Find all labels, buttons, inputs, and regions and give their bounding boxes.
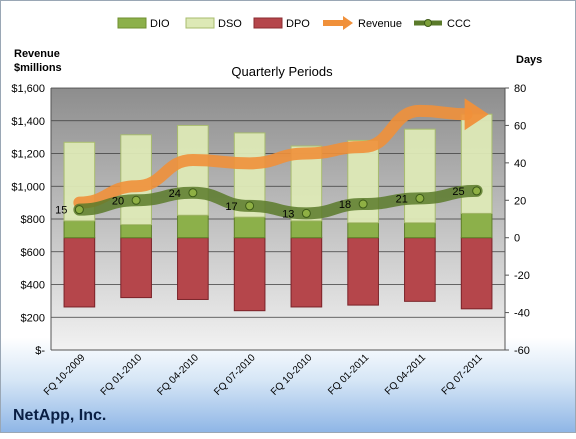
x-tick-label: FQ 07-2011 (440, 352, 485, 397)
ccc-data-label: 25 (452, 186, 464, 198)
ccc-point (188, 188, 198, 198)
ccc-point (74, 205, 84, 215)
y-left-tick-label: $1,200 (11, 149, 45, 161)
dpo-bar (233, 237, 266, 312)
dso-bar (404, 128, 436, 224)
dio-bar (177, 214, 209, 239)
ccc-data-label: 20 (112, 195, 124, 207)
dpo-bar (404, 237, 436, 302)
ccc-data-label: 17 (225, 201, 237, 213)
y-left-tick-label: $600 (21, 247, 45, 259)
y-left-title-line1: Revenue (14, 48, 60, 60)
legend-label-dso: DSO (218, 18, 242, 30)
legend-swatch-dio (117, 17, 147, 29)
y-right-tick-label: -40 (514, 308, 530, 320)
y-right-tick-label: -20 (514, 270, 530, 282)
x-tick-label: FQ 10-2010 (269, 352, 315, 398)
company-name: NetApp, Inc. (13, 407, 107, 424)
legend-swatch-dso (185, 17, 215, 29)
legend-arrowhead-revenue (343, 16, 353, 30)
ccc-point (245, 201, 255, 211)
x-tick-label: FQ 01-2011 (326, 352, 371, 397)
x-tick-label: FQ 04-2011 (383, 352, 428, 397)
dso-bar (177, 124, 209, 216)
ccc-data-label: 18 (339, 199, 351, 211)
ccc-data-label: 24 (169, 188, 181, 200)
y-left-tick-label: $1,400 (11, 116, 45, 128)
legend-label-dpo: DPO (286, 18, 310, 30)
x-tick-label: FQ 04-2010 (155, 352, 201, 398)
dpo-bar (63, 237, 96, 308)
ccc-line (73, 184, 483, 220)
dio-bar (233, 216, 266, 239)
x-tick-label: FQ 01-2010 (99, 352, 145, 398)
dpo-bar (120, 237, 152, 299)
ccc-point (301, 208, 311, 218)
chart-title: Quarterly Periods (231, 64, 333, 79)
y-left-tick-label: $800 (21, 214, 45, 226)
y-right-tick-label: 0 (514, 233, 520, 245)
x-tick-label: FQ 07-2010 (212, 352, 258, 398)
dpo-bar (177, 237, 209, 300)
y-left-tick-label: $1,600 (11, 83, 45, 95)
dio-bar (120, 224, 152, 239)
y-right-tick-label: 40 (514, 158, 526, 170)
y-right-tick-label: 20 (514, 195, 526, 207)
y-left-tick-label: $- (35, 345, 45, 357)
x-tick-label: FQ 10-2009 (42, 352, 88, 398)
y-right-tick-label: 60 (514, 120, 526, 132)
legend-label-dio: DIO (150, 18, 170, 30)
revenue-line (73, 104, 473, 209)
y-right-title: Days (516, 54, 542, 66)
y-left-tick-label: $400 (21, 280, 45, 292)
ccc-point (472, 186, 482, 196)
dio-bar (290, 220, 323, 239)
ccc-series: 15 20 24 17 13 18 21 25 (55, 184, 483, 220)
y-right-tick-label: -60 (514, 345, 530, 357)
ccc-data-label: 15 (55, 205, 67, 217)
dio-bar (460, 212, 493, 239)
revenue-series (73, 98, 489, 209)
ccc-point (358, 199, 368, 209)
y-right-tick-label: 80 (514, 83, 526, 95)
ccc-data-label: 21 (396, 193, 408, 205)
dpo-bar (347, 237, 379, 306)
dio-bar (347, 222, 379, 239)
ccc-point (131, 195, 141, 205)
legend-label-ccc: CCC (447, 18, 471, 30)
dio-bar (404, 222, 436, 239)
ccc-data-label: 13 (282, 208, 294, 220)
legend-swatch-dpo (253, 17, 283, 29)
legend: DIO DSO DPO Revenue CCC (117, 16, 471, 30)
ccc-point (415, 193, 425, 203)
dio-bar (63, 220, 96, 239)
y-left-tick-label: $1,000 (11, 181, 45, 193)
y-left-tick-label: $200 (21, 312, 45, 324)
dpo-bar (290, 237, 323, 308)
legend-marker-ccc (424, 19, 432, 27)
y-left-title-line2: $millions (14, 62, 62, 74)
dpo-bar (460, 237, 493, 310)
legend-label-revenue: Revenue (358, 18, 402, 30)
revenue-arrowhead (464, 98, 489, 131)
